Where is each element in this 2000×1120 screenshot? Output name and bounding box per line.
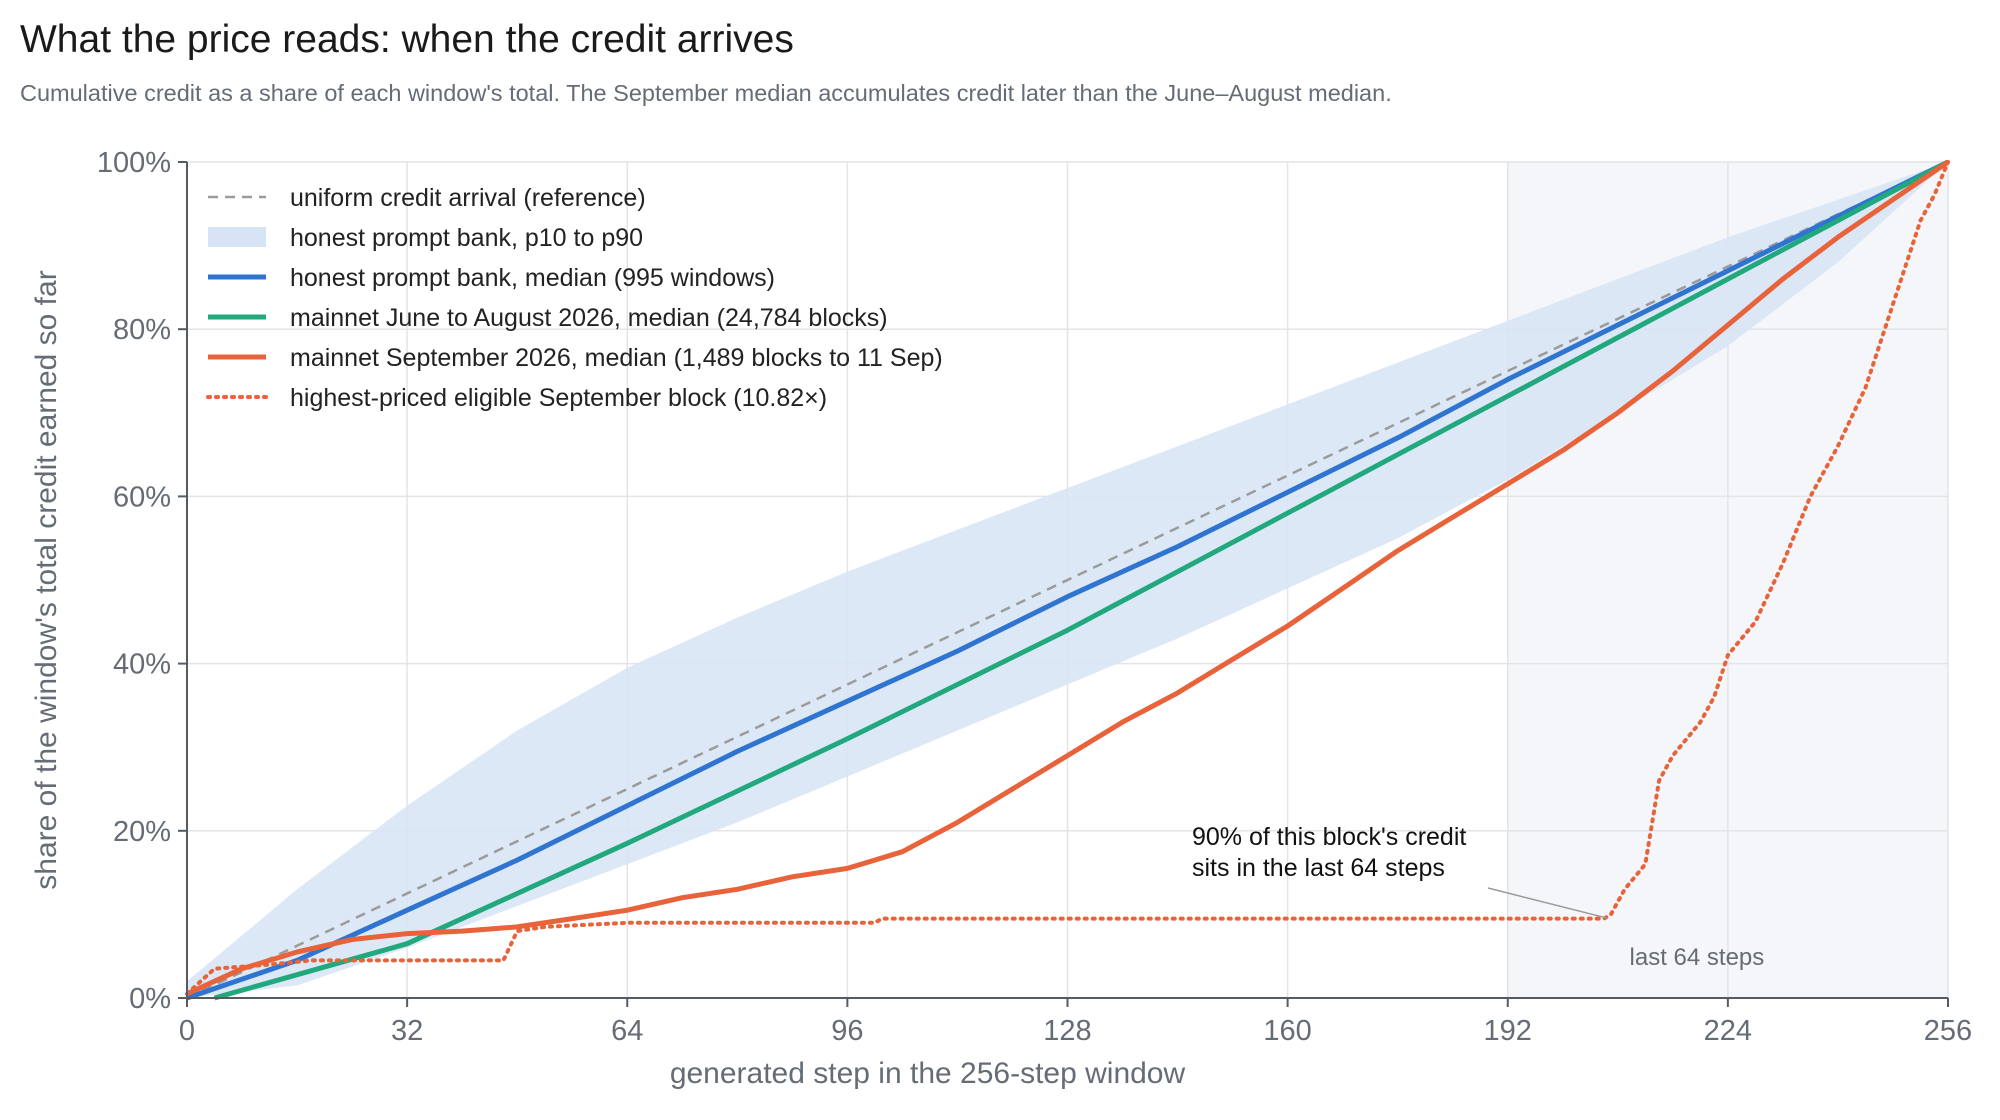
series-uniform-reference: [186, 160, 1949, 1000]
annotation-group: last 64 steps 90% of this block's credit s…: [1192, 823, 1764, 971]
y-tick-label: 60%: [113, 481, 171, 513]
series-highest-priced-block: [185, 160, 1950, 996]
chart-subtitle: Cumulative credit as a share of each win…: [20, 80, 1392, 106]
series-june-august-median: [213, 159, 1950, 1001]
annotation-text-line: 90% of this block's credit: [1192, 823, 1466, 851]
series-group: [185, 159, 1950, 1001]
x-tick-label: 96: [831, 1015, 863, 1047]
legend-label: honest prompt bank, median (995 windows): [290, 264, 775, 292]
x-tick-label: 192: [1484, 1015, 1532, 1047]
x-tick-label: 32: [391, 1015, 423, 1047]
y-tick-label: 40%: [113, 649, 171, 681]
shaded-region-label: last 64 steps: [1630, 944, 1765, 971]
series-honest-median: [186, 159, 1950, 1001]
annotation-leader-line: [1487, 887, 1608, 919]
x-tick-label: 0: [179, 1015, 195, 1047]
legend-label: mainnet June to August 2026, median (24,…: [290, 304, 888, 332]
chart-title: What the price reads: when the credit ar…: [20, 18, 794, 61]
legend-group: uniform credit arrival (reference) honest…: [206, 184, 943, 412]
legend-label: honest prompt bank, p10 to p90: [290, 224, 643, 252]
y-axis-title: share of the window's total credit earne…: [30, 270, 63, 889]
y-tick-label: 100%: [97, 147, 171, 179]
legend-label: mainnet September 2026, median (1,489 bl…: [290, 344, 943, 372]
x-axis-title: generated step in the 256-step window: [670, 1057, 1186, 1090]
annotation-text-line: sits in the last 64 steps: [1192, 854, 1445, 882]
legend-swatch: [208, 227, 266, 247]
x-tick-label: 160: [1263, 1015, 1311, 1047]
y-tick-label: 20%: [113, 816, 171, 848]
legend-label: uniform credit arrival (reference): [290, 184, 646, 212]
legend-label: highest-priced eligible September block …: [290, 384, 827, 412]
y-tick-label: 0%: [129, 983, 171, 1015]
x-tick-label: 64: [611, 1015, 643, 1047]
x-tick-label: 224: [1704, 1015, 1752, 1047]
x-tick-label: 128: [1043, 1015, 1091, 1047]
x-tick-label: 256: [1924, 1015, 1972, 1047]
series-september-median: [185, 159, 1950, 997]
y-tick-label: 80%: [113, 314, 171, 346]
axes-group: 0 32 64 96 128 160 192 224 256 0% 20% 40% 60% 80% 100%…: [30, 147, 1972, 1090]
